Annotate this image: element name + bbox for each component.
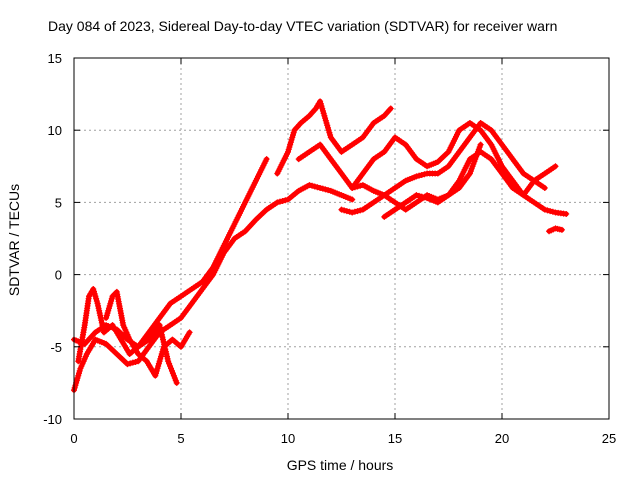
series-line — [71, 182, 355, 393]
x-tick-label: 0 — [70, 431, 77, 446]
axis-ticks: 0 5 10 15 20 25 -10 -5 0 5 10 15 — [43, 51, 616, 446]
y-tick-label: 5 — [55, 195, 62, 210]
series-markers — [71, 182, 356, 394]
y-tick-label: -5 — [50, 340, 62, 355]
y-tick-label: 10 — [48, 123, 62, 138]
y-tick-label: 15 — [48, 51, 62, 66]
chart-title: Day 084 of 2023, Sidereal Day-to-day VTE… — [48, 18, 558, 34]
x-axis-label: GPS time / hours — [287, 457, 394, 473]
series-trace-9 — [381, 141, 484, 220]
series-markers — [381, 141, 484, 220]
data-series — [71, 98, 570, 394]
series-markers — [103, 288, 193, 379]
grid-lines — [74, 58, 609, 419]
y-tick-label: -10 — [43, 412, 62, 427]
plot-frame — [73, 57, 610, 420]
series-trace-5 — [274, 98, 394, 177]
series-markers — [546, 225, 565, 235]
series-trace-4 — [103, 288, 193, 379]
y-tick-label: 0 — [55, 268, 62, 283]
x-tick-label: 5 — [177, 431, 184, 446]
x-tick-label: 25 — [602, 431, 616, 446]
series-trace-10 — [546, 225, 565, 235]
series-markers — [338, 119, 548, 216]
x-tick-label: 20 — [495, 431, 509, 446]
series-trace-7 — [338, 119, 548, 216]
x-tick-label: 15 — [388, 431, 402, 446]
series-markers — [274, 98, 394, 177]
y-axis-label: SDTVAR / TECUs — [6, 184, 22, 296]
x-tick-label: 10 — [281, 431, 295, 446]
series-trace-1 — [71, 182, 356, 394]
